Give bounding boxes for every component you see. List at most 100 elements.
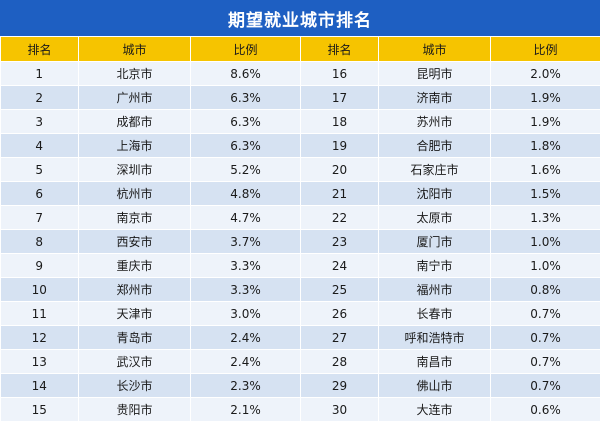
ratio-cell: 3.7% — [191, 230, 301, 254]
city-cell: 南京市 — [79, 206, 191, 230]
ratio-cell: 4.7% — [191, 206, 301, 230]
city-cell: 厦门市 — [379, 230, 491, 254]
city-cell: 南昌市 — [379, 350, 491, 374]
ratio-cell: 0.6% — [491, 398, 600, 422]
rank-cell: 12 — [1, 326, 79, 350]
table-title: 期望就业城市排名 — [0, 0, 600, 36]
city-cell: 武汉市 — [79, 350, 191, 374]
header-ratio-right: 比例 — [491, 37, 600, 62]
rank-cell: 6 — [1, 182, 79, 206]
rank-cell: 3 — [1, 110, 79, 134]
rank-cell: 10 — [1, 278, 79, 302]
rank-cell: 27 — [301, 326, 379, 350]
ratio-cell: 6.3% — [191, 86, 301, 110]
rank-cell: 21 — [301, 182, 379, 206]
city-cell: 长春市 — [379, 302, 491, 326]
rank-cell: 1 — [1, 62, 79, 86]
rank-cell: 9 — [1, 254, 79, 278]
ratio-cell: 0.8% — [491, 278, 600, 302]
rank-cell: 20 — [301, 158, 379, 182]
header-row: 排名 城市 比例 排名 城市 比例 — [1, 37, 600, 62]
rank-cell: 22 — [301, 206, 379, 230]
rank-cell: 23 — [301, 230, 379, 254]
ratio-cell: 6.3% — [191, 110, 301, 134]
city-cell: 广州市 — [79, 86, 191, 110]
rank-cell: 15 — [1, 398, 79, 422]
ratio-cell: 2.4% — [191, 350, 301, 374]
rank-cell: 14 — [1, 374, 79, 398]
rank-cell: 11 — [1, 302, 79, 326]
ratio-cell: 0.7% — [491, 350, 600, 374]
rank-cell: 16 — [301, 62, 379, 86]
ratio-cell: 1.3% — [491, 206, 600, 230]
header-ratio-left: 比例 — [191, 37, 301, 62]
city-cell: 天津市 — [79, 302, 191, 326]
rank-cell: 5 — [1, 158, 79, 182]
ratio-cell: 1.9% — [491, 110, 600, 134]
rank-cell: 18 — [301, 110, 379, 134]
rank-cell: 26 — [301, 302, 379, 326]
rank-cell: 29 — [301, 374, 379, 398]
ratio-cell: 1.0% — [491, 254, 600, 278]
rank-cell: 24 — [301, 254, 379, 278]
rank-cell: 4 — [1, 134, 79, 158]
city-cell: 贵阳市 — [79, 398, 191, 422]
ratio-cell: 8.6% — [191, 62, 301, 86]
ratio-cell: 0.7% — [491, 326, 600, 350]
city-cell: 大连市 — [379, 398, 491, 422]
header-city-right: 城市 — [379, 37, 491, 62]
city-cell: 呼和浩特市 — [379, 326, 491, 350]
city-cell: 成都市 — [79, 110, 191, 134]
city-cell: 济南市 — [379, 86, 491, 110]
city-cell: 西安市 — [79, 230, 191, 254]
ratio-cell: 5.2% — [191, 158, 301, 182]
ratio-cell: 3.0% — [191, 302, 301, 326]
header-rank-right: 排名 — [301, 37, 379, 62]
rank-cell: 8 — [1, 230, 79, 254]
header-rank-left: 排名 — [1, 37, 79, 62]
city-cell: 青岛市 — [79, 326, 191, 350]
city-cell: 深圳市 — [79, 158, 191, 182]
ratio-cell: 1.6% — [491, 158, 600, 182]
ratio-cell: 2.3% — [191, 374, 301, 398]
rank-cell: 19 — [301, 134, 379, 158]
city-cell: 长沙市 — [79, 374, 191, 398]
ratio-cell: 6.3% — [191, 134, 301, 158]
rank-cell: 28 — [301, 350, 379, 374]
city-cell: 石家庄市 — [379, 158, 491, 182]
rank-cell: 2 — [1, 86, 79, 110]
rank-cell: 13 — [1, 350, 79, 374]
city-cell: 南宁市 — [379, 254, 491, 278]
header-city-left: 城市 — [79, 37, 191, 62]
ratio-cell: 2.0% — [491, 62, 600, 86]
ratio-cell: 4.8% — [191, 182, 301, 206]
rank-cell: 7 — [1, 206, 79, 230]
ratio-cell: 2.4% — [191, 326, 301, 350]
city-cell: 苏州市 — [379, 110, 491, 134]
rank-cell: 17 — [301, 86, 379, 110]
city-cell: 重庆市 — [79, 254, 191, 278]
ratio-cell: 2.1% — [191, 398, 301, 422]
ratio-cell: 3.3% — [191, 254, 301, 278]
city-cell: 上海市 — [79, 134, 191, 158]
city-cell: 北京市 — [79, 62, 191, 86]
ratio-cell: 1.5% — [491, 182, 600, 206]
city-cell: 杭州市 — [79, 182, 191, 206]
ratio-cell: 1.8% — [491, 134, 600, 158]
city-cell: 沈阳市 — [379, 182, 491, 206]
